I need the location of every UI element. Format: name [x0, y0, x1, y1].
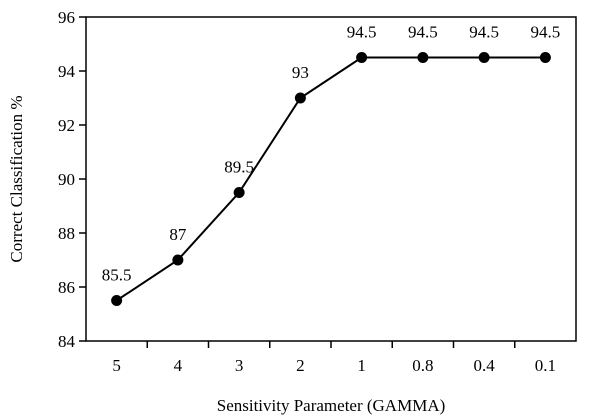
data-point	[539, 52, 551, 63]
x-tick-label: 0.4	[474, 356, 496, 375]
series-group	[111, 52, 551, 306]
x-tick-label: 0.1	[535, 356, 556, 375]
x-tick-label: 5	[112, 356, 121, 375]
x-axis-title: Sensitivity Parameter (GAMMA)	[217, 396, 446, 415]
series-line	[116, 56, 546, 302]
data-label: 94.5	[347, 23, 377, 42]
y-axis: 84 86 88 90 92 94 96	[58, 8, 86, 351]
data-point	[111, 295, 123, 306]
y-tick-label: 96	[58, 8, 75, 27]
data-label: 94.5	[531, 23, 561, 42]
x-tick-label: 1	[357, 356, 366, 375]
data-point	[478, 52, 490, 63]
data-label: 85.5	[102, 266, 132, 285]
data-label: 94.5	[469, 23, 499, 42]
y-tick-label: 84	[58, 332, 76, 351]
data-point	[172, 254, 184, 266]
data-label: 89.5	[224, 158, 254, 177]
x-tick-label: 3	[235, 356, 244, 375]
data-point	[356, 52, 368, 63]
data-point	[417, 52, 429, 63]
x-tick-label: 0.8	[412, 356, 433, 375]
plot-area	[85, 16, 577, 342]
y-tick-label: 88	[58, 224, 75, 243]
y-axis-title: Correct Classification %	[7, 95, 26, 262]
data-label: 87	[169, 225, 187, 244]
data-labels: 85.5 87 89.5 93 94.5 94.5 94.5 94.5	[102, 23, 561, 285]
y-tick-label: 92	[58, 116, 75, 135]
data-point	[294, 92, 306, 104]
data-label: 93	[292, 63, 309, 82]
data-point	[233, 187, 245, 198]
y-tick-label: 90	[58, 170, 75, 189]
x-tick-label: 2	[296, 356, 305, 375]
y-tick-label: 86	[58, 278, 75, 297]
x-axis: 5 4 3 2 1 0.8 0.4 0.1	[112, 341, 556, 375]
x-tick-label: 4	[174, 356, 183, 375]
y-tick-label: 94	[58, 62, 76, 81]
data-label: 94.5	[408, 23, 438, 42]
